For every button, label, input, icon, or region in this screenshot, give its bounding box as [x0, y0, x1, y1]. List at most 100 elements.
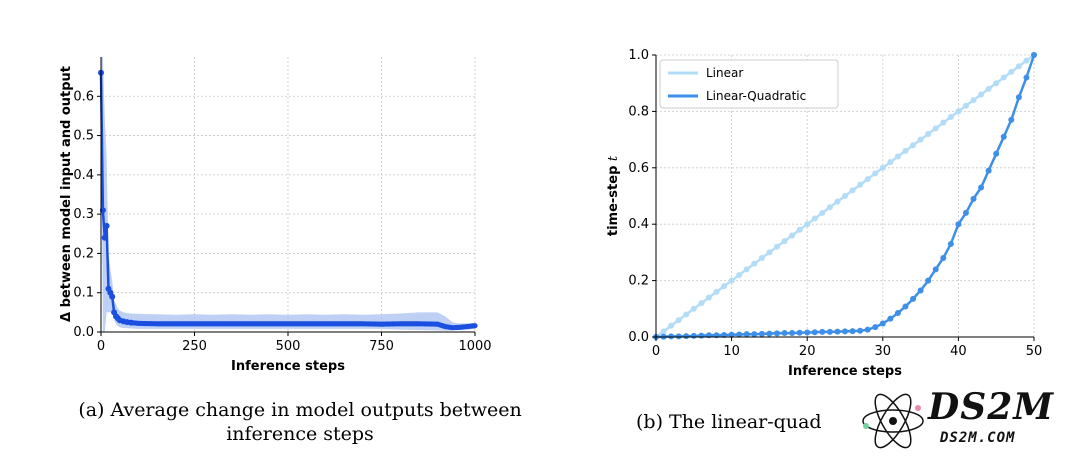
chart-b-point-1 [683, 333, 690, 340]
chart-a-ytick-label: 0.1 [73, 286, 94, 301]
chart-b-point-1 [947, 240, 954, 247]
chart-b-point-1 [789, 330, 796, 337]
chart-b-point-0 [781, 238, 788, 245]
chart-b-point-0 [789, 232, 796, 239]
chart-b-lines [653, 52, 1037, 340]
chart-b-ytick-label: 0.4 [628, 217, 649, 232]
caption-b: (b) The linear-quad [636, 411, 822, 433]
watermark-cover [836, 398, 908, 458]
caption-a: (a) Average change in model outputs betw… [78, 399, 522, 445]
chart-b-point-1 [1008, 116, 1015, 123]
chart-a-xtick-label: 750 [369, 339, 394, 354]
chart-b: 0 10 20 30 40 50 0.0 0.2 0.4 0.6 0.8 1.0 Inference … [606, 48, 1042, 379]
chart-b-point-0 [917, 136, 924, 143]
chart-b-point-1 [993, 150, 1000, 157]
chart-a-xtick-label: 250 [182, 339, 207, 354]
atom-logo-icon [862, 393, 924, 449]
chart-b-point-0 [857, 181, 864, 188]
chart-b-point-1 [751, 331, 758, 338]
chart-a-ytick-label: 0.2 [73, 246, 94, 261]
chart-b-point-1 [917, 287, 924, 294]
chart-b-point-1 [894, 310, 901, 317]
chart-b-xtick-label: 20 [799, 344, 816, 359]
chart-b-point-1 [864, 326, 871, 333]
chart-b-point-1 [675, 333, 682, 340]
chart-b-legend: Linear Linear-Quadratic [659, 59, 839, 109]
chart-b-point-0 [819, 209, 826, 216]
chart-b-point-0 [834, 198, 841, 205]
chart-b-point-0 [932, 125, 939, 132]
chart-b-point-0 [962, 102, 969, 109]
chart-b-point-0 [940, 119, 947, 126]
legend-label-linear: Linear [706, 66, 743, 80]
chart-b-point-0 [879, 164, 886, 171]
chart-b-point-1 [1015, 94, 1022, 101]
chart-b-point-1 [962, 209, 969, 216]
chart-a-ytick-label: 0.0 [73, 325, 94, 340]
chart-b-ytick-label: 0.8 [628, 104, 649, 119]
chart-b-point-1 [826, 328, 833, 335]
chart-b-ytick-label: 0.6 [628, 161, 649, 176]
chart-b-point-0 [1015, 63, 1022, 70]
chart-b-point-0 [690, 305, 697, 312]
chart-a-xtick-label: 500 [276, 339, 301, 354]
chart-b-point-0 [743, 266, 750, 273]
chart-a-point [103, 222, 110, 229]
chart-b-point-1 [887, 315, 894, 322]
chart-b-point-1 [970, 195, 977, 202]
chart-b-point-1 [743, 331, 750, 338]
chart-b-point-1 [698, 332, 705, 339]
chart-b-ytick-label: 0.0 [628, 330, 649, 345]
chart-b-point-0 [705, 294, 712, 301]
chart-a-xlabel: Inference steps [231, 359, 345, 374]
chart-b-point-0 [1023, 57, 1030, 64]
chart-b-point-0 [721, 283, 728, 290]
chart-b-ylabel: time-step t [606, 155, 621, 236]
chart-b-point-1 [902, 303, 909, 310]
chart-b-point-0 [978, 91, 985, 98]
chart-b-point-1 [804, 329, 811, 336]
chart-b-point-1 [879, 320, 886, 327]
chart-a-ytick-label: 0.4 [73, 168, 94, 183]
chart-b-xtick-label: 40 [950, 344, 967, 359]
chart-b-point-1 [758, 330, 765, 337]
chart-b-point-1 [932, 266, 939, 273]
chart-b-point-0 [985, 85, 992, 92]
chart-b-axes [655, 55, 1034, 338]
chart-b-point-0 [902, 147, 909, 154]
chart-b-point-0 [804, 221, 811, 228]
chart-b-point-1 [1023, 74, 1030, 81]
chart-b-ytick-label: 0.2 [628, 274, 649, 289]
chart-b-point-0 [1008, 68, 1015, 75]
chart-a: 0 250 500 750 1000 0.0 0.1 0.2 0.3 0.4 0.5 0.6 Infe… [59, 57, 492, 374]
chart-a-point [472, 323, 478, 329]
chart-a-point [101, 234, 108, 241]
chart-b-point-0 [660, 328, 667, 335]
chart-b-point-1 [811, 329, 818, 336]
chart-b-point-0 [842, 193, 848, 199]
chart-b-point-1 [796, 329, 803, 336]
chart-b-point-1 [1000, 133, 1007, 140]
chart-b-point-1 [842, 328, 848, 335]
chart-b-point-1 [910, 295, 917, 302]
chart-b-point-0 [1000, 74, 1007, 81]
chart-b-xtick-label: 10 [723, 344, 740, 359]
chart-a-xtick-label: 0 [97, 339, 105, 354]
chart-b-point-1 [819, 328, 826, 335]
chart-b-point-0 [751, 260, 758, 267]
chart-b-point-0 [675, 317, 682, 324]
chart-b-ticks: 0 10 20 30 40 50 0.0 0.2 0.4 0.6 0.8 1.0 [628, 48, 1042, 359]
chart-b-point-1 [955, 221, 962, 228]
chart-b-point-0 [925, 130, 932, 137]
chart-b-point-1 [940, 255, 947, 262]
watermark-brand: DS2M [928, 386, 1055, 428]
watermark: DS2M DS2M.COM [780, 384, 1080, 459]
chart-b-point-1 [834, 328, 841, 335]
chart-b-point-1 [766, 330, 773, 337]
chart-a-ytick-label: 0.6 [73, 89, 94, 104]
chart-b-point-0 [947, 114, 954, 121]
chart-b-ytick-label: 1.0 [628, 48, 649, 63]
chart-b-point-1 [1031, 52, 1037, 58]
chart-b-point-1 [985, 167, 992, 174]
